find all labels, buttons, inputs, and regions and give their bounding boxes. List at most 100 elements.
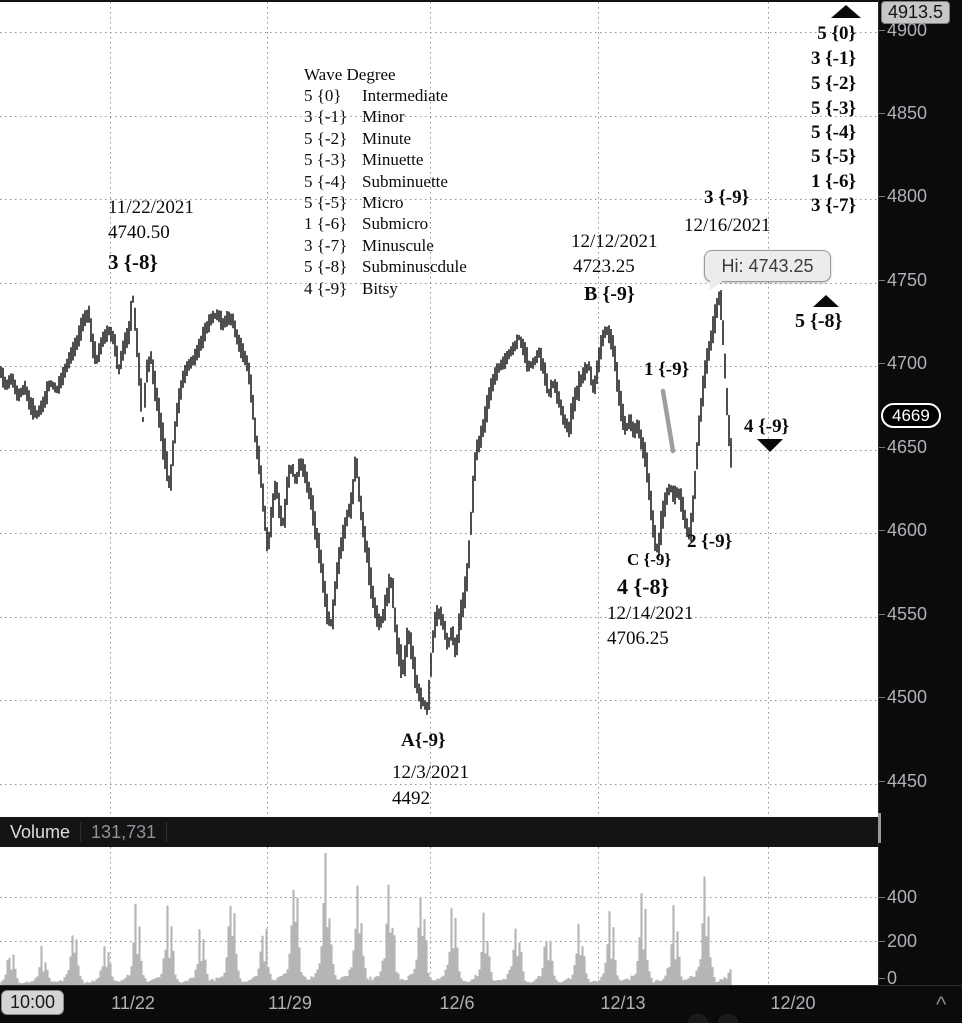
volume-study-title-cell[interactable]: Volume	[0, 820, 80, 844]
volume-study-label: Volume	[10, 821, 71, 842]
annotation-0: 11/22/2021	[108, 197, 194, 218]
scroll-caret-icon[interactable]: ^	[936, 992, 947, 1017]
annotation-16: 4492	[392, 788, 430, 809]
volume-bars-series	[0, 853, 732, 985]
annotation-10: 2 {-9}	[687, 531, 733, 552]
wave-stack-row-1: 3 {-1}	[810, 48, 856, 69]
annotation-18: 4 {-9}	[744, 416, 790, 437]
annotation-4: 4723.25	[573, 256, 635, 277]
time-label-12/20: 12/20	[770, 993, 816, 1013]
high-price-tooltip: Hi: 4743.25	[704, 250, 831, 282]
price-pane[interactable]: Wave Degree 5 {0} Intermediate 3 {-1} Minor 5…	[0, 0, 878, 819]
annotation-11: 4 {-8}	[617, 574, 670, 599]
hidden-control-button[interactable]	[688, 1014, 708, 1023]
time-label-11/22: 11/22	[111, 993, 155, 1013]
triangle-up-marker-1	[813, 295, 839, 307]
wave-stack-row-3: 5 {-3}	[810, 98, 856, 119]
legend-name-2: Minute	[362, 128, 412, 148]
legend-name-4: Subminuette	[362, 171, 448, 191]
annotation-8: 12/16/2021	[684, 215, 771, 236]
price-tick-4550-tick	[879, 614, 885, 615]
wave-stack-row-2: 5 {-2}	[810, 73, 856, 94]
pane-resize-grip[interactable]	[878, 813, 881, 843]
price-tick-4650: 4650	[887, 437, 928, 457]
price-tick-4700-tick	[879, 363, 885, 364]
price-tick-4600: 4600	[887, 520, 928, 540]
legend-code-4: 5 {-4}	[304, 171, 348, 191]
legend-code-8: 5 {-8}	[304, 257, 348, 277]
volume-study-header: Volume 131,731	[0, 817, 878, 848]
trend-line	[660, 388, 676, 454]
price-tick-4450-tick	[879, 781, 885, 782]
price-tick-4500-tick	[879, 697, 885, 698]
legend-name-1: Minor	[362, 107, 405, 127]
price-axis[interactable]: 4913.5 4669 4900 4850 4800 4750 4700 4650 4600…	[878, 0, 962, 988]
legend-code-2: 5 {-2}	[304, 128, 348, 148]
volume-value-cell: 131,731	[81, 820, 166, 844]
legend-code-6: 1 {-6}	[304, 214, 348, 234]
range-high-badge: 4913.5	[881, 1, 951, 24]
hidden-control-button-2[interactable]	[718, 1014, 738, 1023]
volume-tick-200: 200	[887, 931, 918, 951]
price-tick-4900: 4900	[887, 20, 928, 40]
price-tick-4900-tick	[879, 30, 885, 31]
time-label-12/13: 12/13	[600, 993, 646, 1013]
price-tick-4700: 4700	[887, 353, 928, 373]
legend-code-0: 5 {0}	[304, 86, 342, 105]
high-price-tooltip-text: Hi: 4743.25	[721, 255, 814, 276]
wave-stack-row-7: 3 {-7}	[810, 195, 856, 216]
price-tick-4850-tick	[879, 113, 885, 114]
price-chart-canvas	[0, 2, 878, 817]
volume-chart-canvas	[0, 847, 878, 985]
annotation-14: A{-9}	[401, 730, 446, 751]
time-label-12/6: 12/6	[439, 993, 475, 1013]
price-tick-4550: 4550	[887, 604, 928, 624]
price-tick-4800: 4800	[887, 186, 928, 206]
legend-code-3: 5 {-3}	[304, 150, 348, 170]
legend-code-9: 4 {-9}	[304, 278, 348, 298]
annotation-1: 4740.50	[108, 222, 170, 243]
legend-name-9: Bitsy	[362, 278, 398, 298]
legend-name-8: Subminuscdule	[362, 257, 467, 277]
volume-tick-400: 400	[887, 887, 918, 907]
annotation-12: 12/14/2021	[607, 603, 694, 624]
annotation-7: 3 {-9}	[704, 187, 750, 208]
price-tick-4650-tick	[879, 447, 885, 448]
price-tick-4500: 4500	[887, 687, 928, 707]
price-tick-4750-tick	[879, 280, 885, 281]
volume-header-divider-2	[166, 822, 168, 842]
legend-code-1: 3 {-1}	[304, 107, 348, 127]
volume-tick-200-tick	[879, 941, 885, 942]
volume-pane[interactable]	[0, 847, 878, 985]
volume-current-value: 131,731	[91, 821, 157, 842]
price-tick-4750: 4750	[887, 270, 928, 290]
annotation-9: C {-9}	[627, 550, 672, 569]
price-tick-4850: 4850	[887, 103, 928, 123]
annotation-17: 5 {-8}	[795, 310, 843, 332]
legend-name-5: Micro	[362, 193, 404, 212]
legend-name-6: Submicro	[362, 214, 429, 234]
price-tick-4600-tick	[879, 530, 885, 531]
triangle-down-marker-2	[757, 439, 783, 452]
triangle-up-marker-0	[831, 5, 861, 18]
wave-stack-row-0: 5 {0}	[817, 23, 856, 44]
wave-stack-row-5: 5 {-5}	[810, 146, 856, 167]
annotation-13: 4706.25	[607, 628, 669, 649]
volume-tick-0-tick	[879, 978, 885, 979]
volume-header-divider	[80, 822, 82, 842]
annotation-6: 1 {-9}	[644, 359, 690, 380]
price-bars-series	[0, 290, 732, 715]
legend-code-7: 3 {-7}	[304, 235, 348, 255]
legend-code-5: 5 {-5}	[304, 193, 348, 212]
legend-name-0: Intermediate	[362, 86, 448, 105]
annotation-15: 12/3/2021	[392, 762, 470, 783]
last-price-badge: 4669	[881, 403, 941, 428]
wave-stack-row-6: 1 {-6}	[810, 171, 856, 192]
wave-stack-row-4: 5 {-4}	[810, 122, 856, 143]
time-axis[interactable]: 10:00 ^ 11/22 11/29 12/6 12/13 12/20	[0, 985, 962, 1023]
annotation-2: 3 {-8}	[108, 250, 158, 274]
legend-title: Wave Degree	[304, 65, 396, 84]
annotation-5: B {-9}	[584, 283, 635, 305]
volume-tick-0: 0	[887, 968, 898, 988]
price-tick-4800-tick	[879, 196, 885, 197]
